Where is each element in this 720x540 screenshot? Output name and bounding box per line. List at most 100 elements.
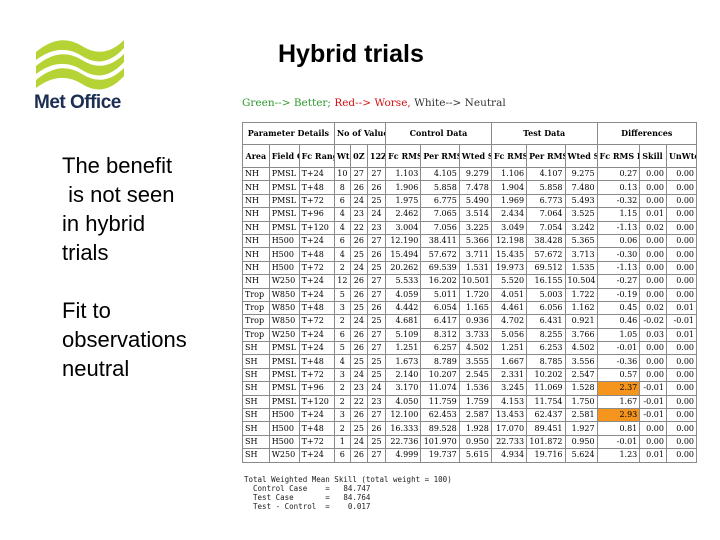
table-cell: 26 — [349, 274, 368, 289]
column-header: Fc RMS — [490, 144, 528, 168]
table-cell: 9.279 — [458, 166, 492, 182]
table-cell: 9.275 — [564, 166, 598, 182]
table-cell: PMSL — [268, 180, 300, 195]
table-cell: 3.555 — [458, 354, 492, 369]
table-cell: 101.970 — [420, 434, 460, 450]
table-cell: 62.437 — [526, 408, 566, 423]
table-cell: 10.207 — [420, 367, 460, 383]
table-cell: 6 — [333, 193, 351, 209]
table-cell: 2.331 — [490, 367, 528, 383]
table-cell: 1.23 — [596, 448, 641, 463]
table-cell: 10.202 — [526, 367, 566, 383]
table-cell: T+72 — [298, 260, 335, 276]
table-cell: 11.069 — [526, 381, 566, 396]
table-cell: -0.02 — [639, 314, 667, 329]
table-cell: 0.00 — [639, 274, 667, 289]
table-cell: T+24 — [298, 166, 335, 182]
table-cell: 0.00 — [639, 354, 667, 369]
table-cell: 20.262 — [385, 260, 422, 276]
table-cell: 8 — [333, 180, 351, 195]
table-cell: 23 — [366, 220, 387, 235]
table-cell: SH — [242, 394, 270, 410]
met-office-logo-text: Met Office — [34, 92, 121, 113]
table-cell: 1.975 — [385, 193, 422, 209]
table-cell: 5.533 — [385, 274, 422, 289]
table-cell: 19.716 — [526, 448, 566, 463]
table-cell: 0.00 — [665, 394, 698, 410]
table-cell: 0.00 — [639, 434, 667, 450]
table-cell: SH — [242, 367, 270, 383]
table-cell: PMSL — [268, 166, 300, 182]
table-cell: 26 — [366, 180, 387, 195]
summary-line: Test Case = 84.764 — [244, 493, 371, 502]
table-cell: 4.051 — [490, 287, 528, 302]
table-cell: 1.720 — [458, 287, 492, 302]
table-cell: PMSL — [268, 381, 300, 396]
table-cell: NH — [242, 233, 270, 249]
table-cell: 0.01 — [639, 207, 667, 222]
table-cell: 25 — [349, 421, 368, 436]
table-row: Trop W850 T+24 5 26 27 4.059 5.011 1.720 4.051 5.0… — [242, 287, 698, 302]
table-cell: 27 — [366, 408, 387, 423]
table-cell: 0.921 — [564, 314, 598, 329]
table-cell: 4 — [333, 207, 351, 222]
table-cell: 3.711 — [458, 247, 492, 262]
table-cell: 25 — [366, 367, 387, 383]
column-header: Wted Skill — [458, 144, 492, 168]
table-cell: 1.722 — [564, 287, 598, 302]
column-header: Fc Range — [298, 144, 335, 168]
table-cell: 2 — [333, 394, 351, 410]
table-cell: 0.00 — [665, 260, 698, 276]
table-cell: 27 — [366, 166, 387, 182]
table-row: NH H500 T+24 6 26 27 12.190 38.411 5.366 12.198 38… — [242, 233, 698, 249]
table-cell: 0.81 — [596, 421, 641, 436]
table-cell: W850 — [268, 314, 300, 329]
column-header: Per RMS — [526, 144, 566, 168]
table-cell: 4.681 — [385, 314, 422, 329]
table-cell: 25 — [349, 354, 368, 369]
table-cell: 0.00 — [665, 434, 698, 450]
group-header: Parameter Details — [242, 122, 335, 145]
table-cell: 5.490 — [458, 193, 492, 209]
table-cell: 0.45 — [596, 300, 641, 316]
table-cell: 4.442 — [385, 300, 422, 316]
table-cell: 13.453 — [490, 408, 528, 423]
table-cell: 0.00 — [665, 367, 698, 383]
table-cell: 4.934 — [490, 448, 528, 463]
table-cell: 1.667 — [490, 354, 528, 369]
table-cell: 0.00 — [665, 220, 698, 235]
table-cell: 1 — [333, 434, 351, 450]
table-cell: SH — [242, 448, 270, 463]
table-cell: T+24 — [298, 233, 335, 249]
table-cell: 1.928 — [458, 421, 492, 436]
table-row: SH H500 T+24 3 26 27 12.100 62.453 2.587 13.453 62… — [242, 408, 698, 423]
table-cell: 5 — [333, 287, 351, 302]
table-cell: 7.478 — [458, 180, 492, 195]
table-cell: 27 — [366, 233, 387, 249]
column-header: 0Z — [349, 144, 368, 168]
column-header: 12Z — [366, 144, 387, 168]
table-cell: NH — [242, 180, 270, 195]
table-cell: 12.190 — [385, 233, 422, 249]
table-cell: 0.00 — [665, 421, 698, 436]
table-cell: NH — [242, 166, 270, 182]
table-cell: 7.064 — [526, 207, 566, 222]
table-row: NH H500 T+72 2 24 25 20.262 69.539 1.531 19.973 69… — [242, 260, 698, 276]
table-row: NH PMSL T+96 4 23 24 2.462 7.065 3.514 2.434 7.064… — [242, 207, 698, 222]
table-cell: T+48 — [298, 354, 335, 369]
table-cell: 3.733 — [458, 327, 492, 343]
table-cell: 16.202 — [420, 274, 460, 289]
table-cell: PMSL — [268, 193, 300, 209]
table-cell: 1.536 — [458, 381, 492, 396]
table-cell: T+24 — [298, 408, 335, 423]
table-cell: 2.93 — [596, 408, 641, 423]
table-cell: 4.502 — [458, 341, 492, 356]
table-cell: 26 — [366, 421, 387, 436]
table-cell: 1.106 — [490, 166, 528, 182]
table-cell: 0.00 — [665, 193, 698, 209]
table-row: Trop W850 T+72 2 24 25 4.681 6.417 0.936 4.702 6.4… — [242, 314, 698, 329]
table-cell: 57.672 — [526, 247, 566, 262]
table-cell: -1.13 — [596, 220, 641, 235]
summary-line: Test - Control = 0.017 — [244, 502, 371, 511]
table-cell: PMSL — [268, 394, 300, 410]
